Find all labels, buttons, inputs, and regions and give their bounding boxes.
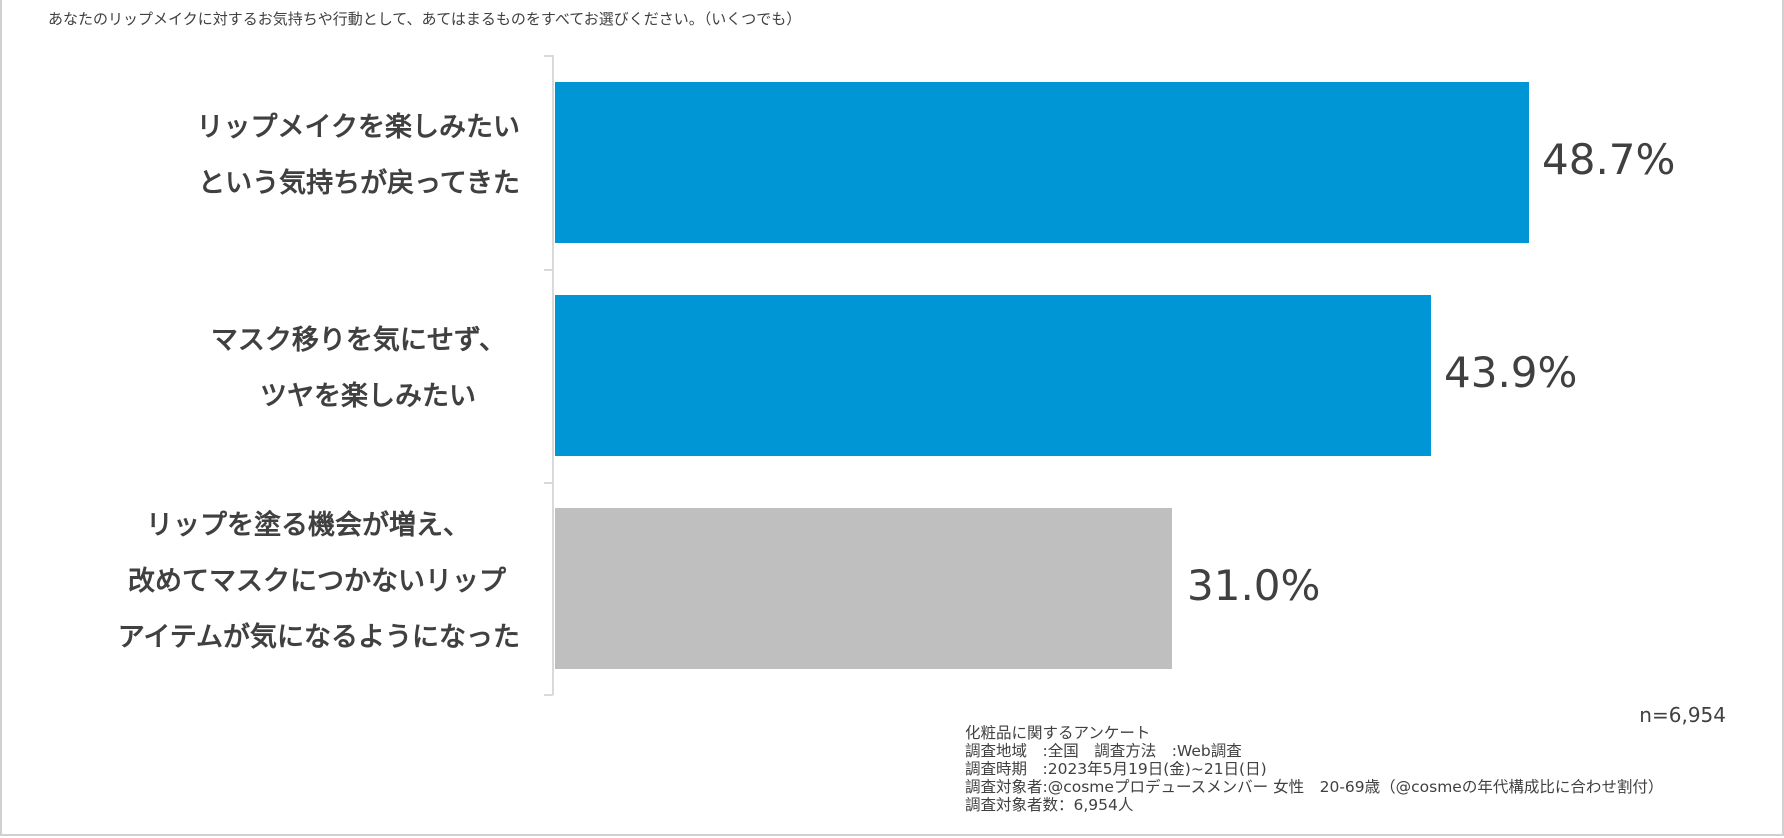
category-label-line: マスク移りを気にせず、	[210, 325, 506, 356]
survey-note-line: 調査時期 :2023年5月19日(金)~21日(日)	[965, 760, 1267, 778]
category-label-1: リップメイクを楽しみたい という気持ちが戻ってきた	[20, 100, 520, 212]
survey-note-line: 調査対象者数：6,954人	[965, 796, 1134, 814]
category-label-line: リップメイクを楽しみたい	[196, 112, 520, 143]
survey-note-line: 化粧品に関するアンケート	[965, 724, 1151, 742]
category-axis	[552, 55, 554, 695]
survey-notes: 化粧品に関するアンケート 調査地域 :全国 調査方法 :Web調査 調査時期 :…	[965, 724, 1663, 814]
category-label-line: という気持ちが戻ってきた	[198, 168, 520, 199]
sample-size-label: n=6,954	[1639, 703, 1726, 727]
value-label-1: 48.7%	[1542, 135, 1676, 184]
value-label-3: 31.0%	[1187, 561, 1321, 610]
bar-1	[555, 82, 1529, 243]
category-label-2: マスク移りを気にせず、 ツヤを楽しみたい	[6, 313, 506, 425]
category-label-line: 改めてマスクにつかないリップ	[128, 566, 506, 597]
axis-tick	[544, 55, 553, 57]
value-label-2: 43.9%	[1444, 348, 1578, 397]
survey-note-line: 調査対象者:@cosmeプロデュースメンバー 女性 20-69歳（@cosmeの…	[965, 778, 1664, 796]
bar-3	[555, 508, 1172, 669]
category-label-3: リップを塗る機会が増え、 改めてマスクにつかないリップ アイテムが気になるように…	[20, 498, 520, 666]
category-label-line: リップを塗る機会が増え、	[146, 510, 470, 541]
survey-question: あなたのリップメイクに対するお気持ちや行動として、あてはまるものをすべてお選びく…	[48, 10, 802, 28]
axis-tick	[544, 269, 553, 271]
axis-tick	[544, 694, 553, 696]
category-label-line: アイテムが気になるようになった	[117, 622, 520, 653]
bar-2	[555, 295, 1431, 456]
axis-tick	[544, 482, 553, 484]
category-label-line: ツヤを楽しみたい	[260, 381, 476, 412]
survey-note-line: 調査地域 :全国 調査方法 :Web調査	[965, 742, 1242, 760]
